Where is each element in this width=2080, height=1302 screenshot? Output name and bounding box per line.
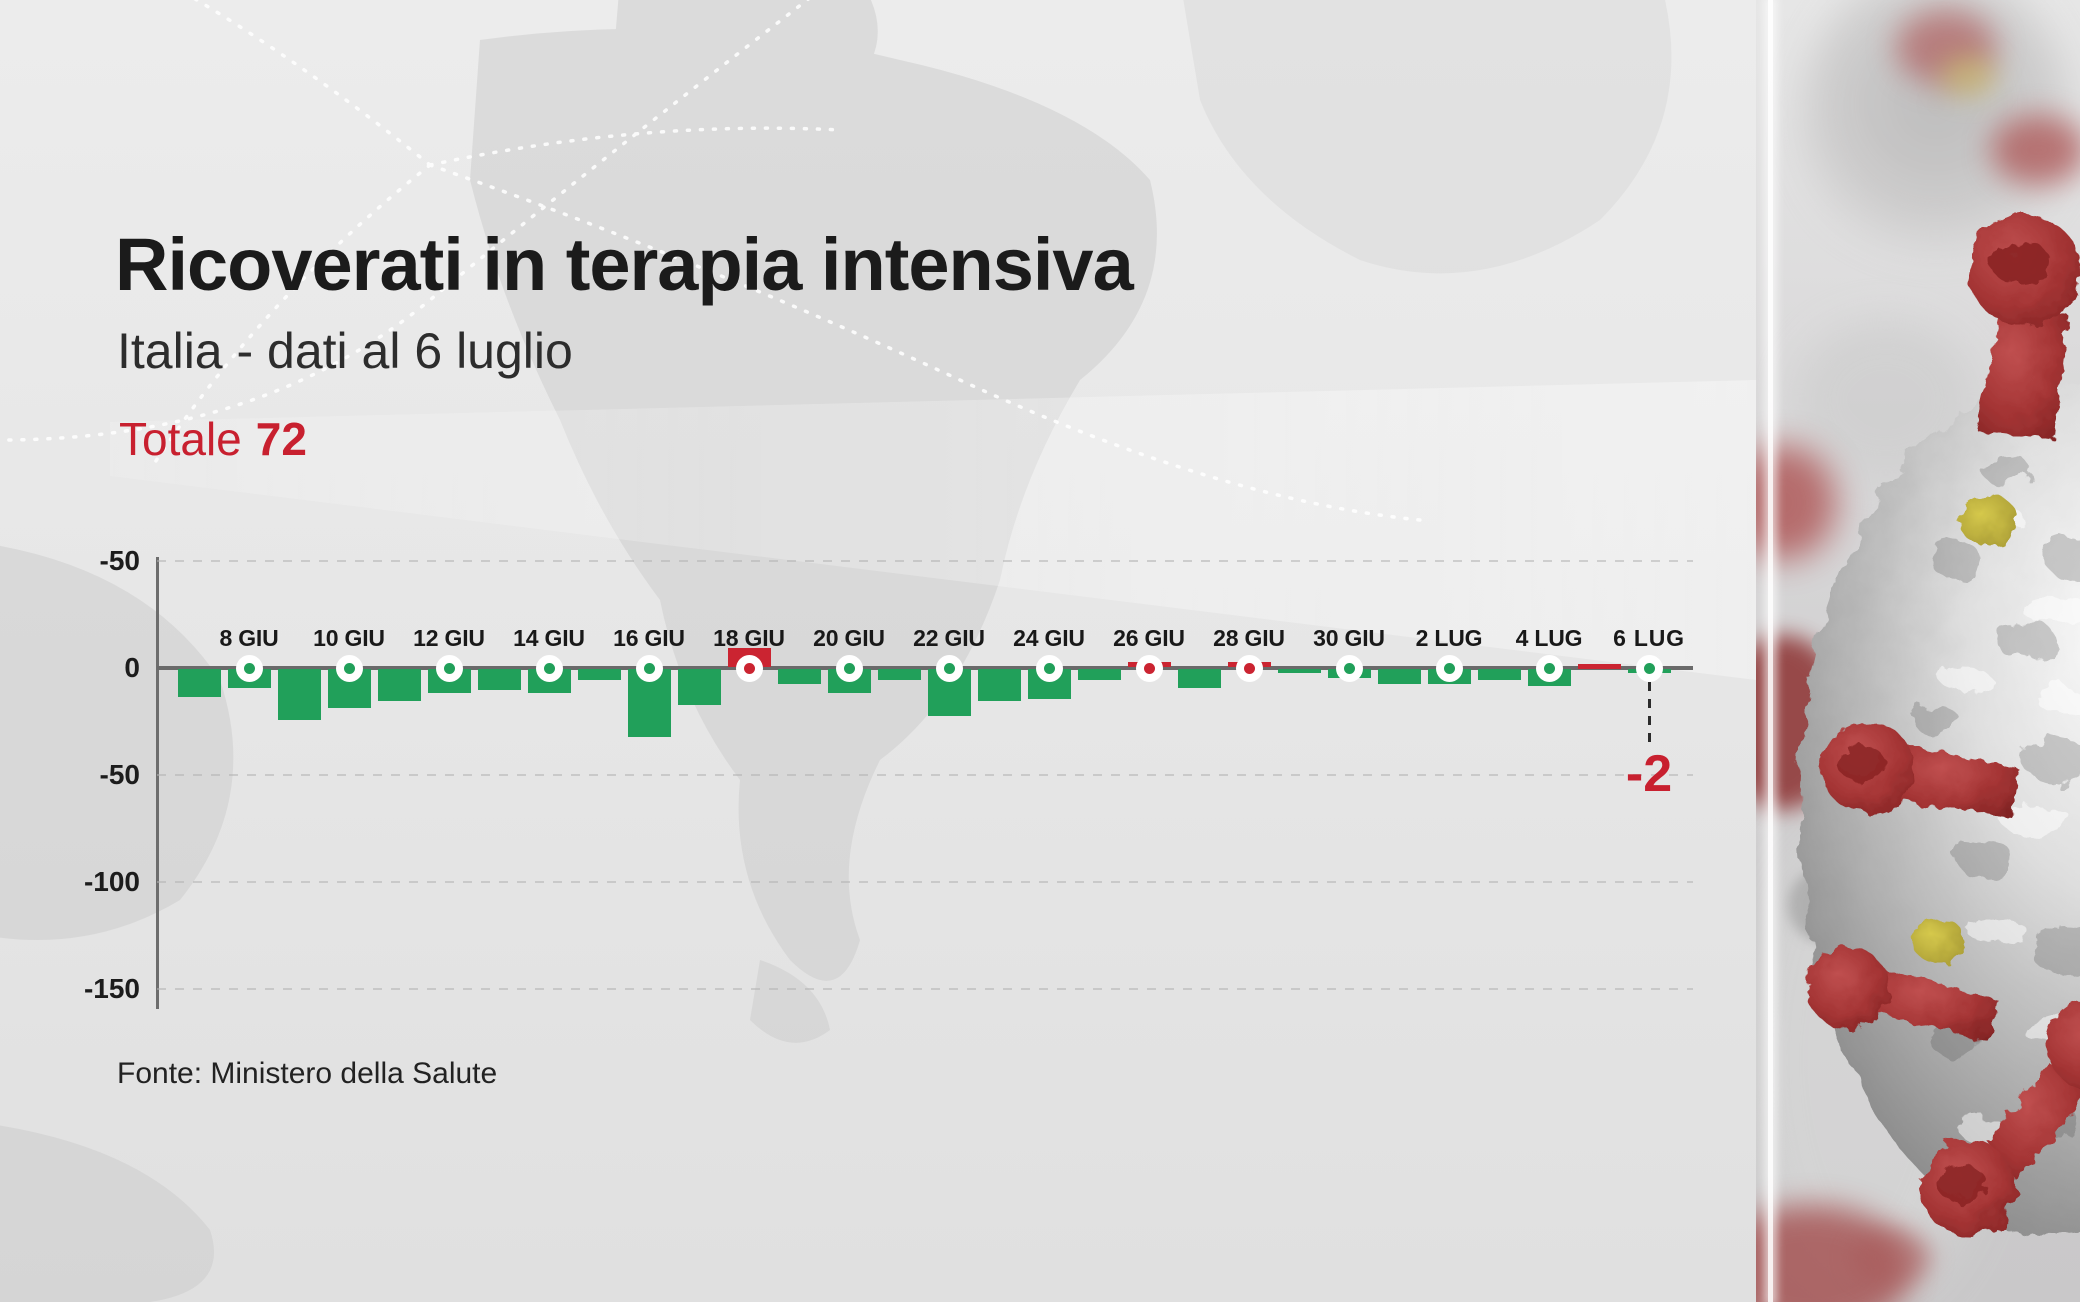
x-axis-zero-line — [157, 666, 1693, 670]
marker-red-dot — [1135, 654, 1163, 682]
marker-green-dot — [1635, 654, 1663, 682]
marker-red-dot — [1235, 654, 1263, 682]
marker-green-dot — [335, 654, 363, 682]
x-tick-label: 28 GIU — [1213, 625, 1285, 651]
marker-inner-dot — [543, 662, 555, 674]
bar — [1477, 669, 1521, 680]
bar — [277, 669, 321, 721]
marker-inner-dot — [1543, 662, 1555, 674]
marker-green-dot — [435, 654, 463, 682]
x-tick-label: 10 GIU — [313, 625, 385, 651]
marker-green-dot — [1435, 654, 1463, 682]
y-tick-label: 0 — [124, 652, 140, 683]
marker-inner-dot — [1243, 662, 1255, 674]
marker-green-dot — [835, 654, 863, 682]
total-label: Totale — [119, 413, 242, 465]
source-note: Fonte: Ministero della Salute — [117, 1057, 498, 1090]
bar — [877, 669, 921, 680]
gridline — [157, 560, 1693, 562]
bar — [977, 669, 1021, 702]
total-line: Totale 72 — [119, 412, 307, 466]
x-tick-label: 12 GIU — [413, 625, 485, 651]
x-tick-label: 2 LUG — [1415, 625, 1483, 651]
annotation-dashed-line — [1647, 682, 1651, 744]
marker-inner-dot — [1443, 662, 1455, 674]
marker-inner-dot — [343, 662, 355, 674]
marker-inner-dot — [1043, 662, 1055, 674]
annotation-value: -2 — [1625, 745, 1673, 803]
glass-streak — [1768, 0, 1773, 1302]
marker-inner-dot — [443, 662, 455, 674]
marker-inner-dot — [1643, 662, 1655, 674]
marker-inner-dot — [743, 662, 755, 674]
marker-green-dot — [935, 654, 963, 682]
bar — [177, 669, 221, 697]
x-tick-label: 30 GIU — [1313, 625, 1385, 651]
gridline — [157, 774, 1693, 776]
bar — [1577, 664, 1621, 669]
bar — [1177, 669, 1221, 689]
marker-inner-dot — [843, 662, 855, 674]
bar — [577, 669, 621, 680]
x-tick-label: 16 GIU — [613, 625, 685, 651]
marker-inner-dot — [643, 662, 655, 674]
x-tick-label: 4 LUG — [1515, 625, 1583, 651]
marker-inner-dot — [1343, 662, 1355, 674]
marker-green-dot — [535, 654, 563, 682]
y-tick-label: -100 — [83, 866, 140, 897]
x-tick-label: 26 GIU — [1113, 625, 1185, 651]
marker-inner-dot — [1143, 662, 1155, 674]
bar — [777, 669, 821, 684]
page-title: Ricoverati in terapia intensiva — [115, 223, 1134, 306]
bar — [1277, 669, 1321, 674]
total-value: 72 — [255, 413, 307, 465]
gridline — [157, 988, 1693, 990]
bar — [1377, 669, 1421, 684]
marker-red-dot — [735, 654, 763, 682]
x-tick-label: 6 LUG — [1613, 625, 1685, 651]
marker-inner-dot — [243, 662, 255, 674]
bar-chart: -50 0 -50 -100 -150 8 GIU 10 GIU 12 GIU 14 GIU 1… — [84, 545, 1697, 1023]
marker-green-dot — [1035, 654, 1063, 682]
bar — [1077, 669, 1121, 680]
bar — [377, 669, 421, 702]
coronavirus-illustration — [1756, 0, 2080, 1302]
y-tick-label: -50 — [99, 759, 140, 790]
bar — [477, 669, 521, 691]
x-tick-label: 24 GIU — [1013, 625, 1085, 651]
y-tick-label: -150 — [83, 973, 140, 1004]
page-subtitle: Italia - dati al 6 luglio — [117, 323, 573, 379]
bar — [677, 669, 721, 706]
marker-green-dot — [1335, 654, 1363, 682]
y-tick-label: -50 — [99, 545, 140, 576]
marker-green-dot — [1535, 654, 1563, 682]
x-tick-label: 22 GIU — [913, 625, 985, 651]
marker-inner-dot — [943, 662, 955, 674]
virus-3d-render — [1788, 214, 2080, 1236]
x-tick-label: 18 GIU — [713, 625, 785, 651]
x-tick-label: 8 GIU — [219, 625, 279, 651]
marker-green-dot — [635, 654, 663, 682]
marker-green-dot — [235, 654, 263, 682]
x-tick-label: 14 GIU — [513, 625, 585, 651]
x-tick-label: 20 GIU — [813, 625, 885, 651]
gridline — [157, 881, 1693, 883]
y-axis-line — [156, 557, 159, 1009]
